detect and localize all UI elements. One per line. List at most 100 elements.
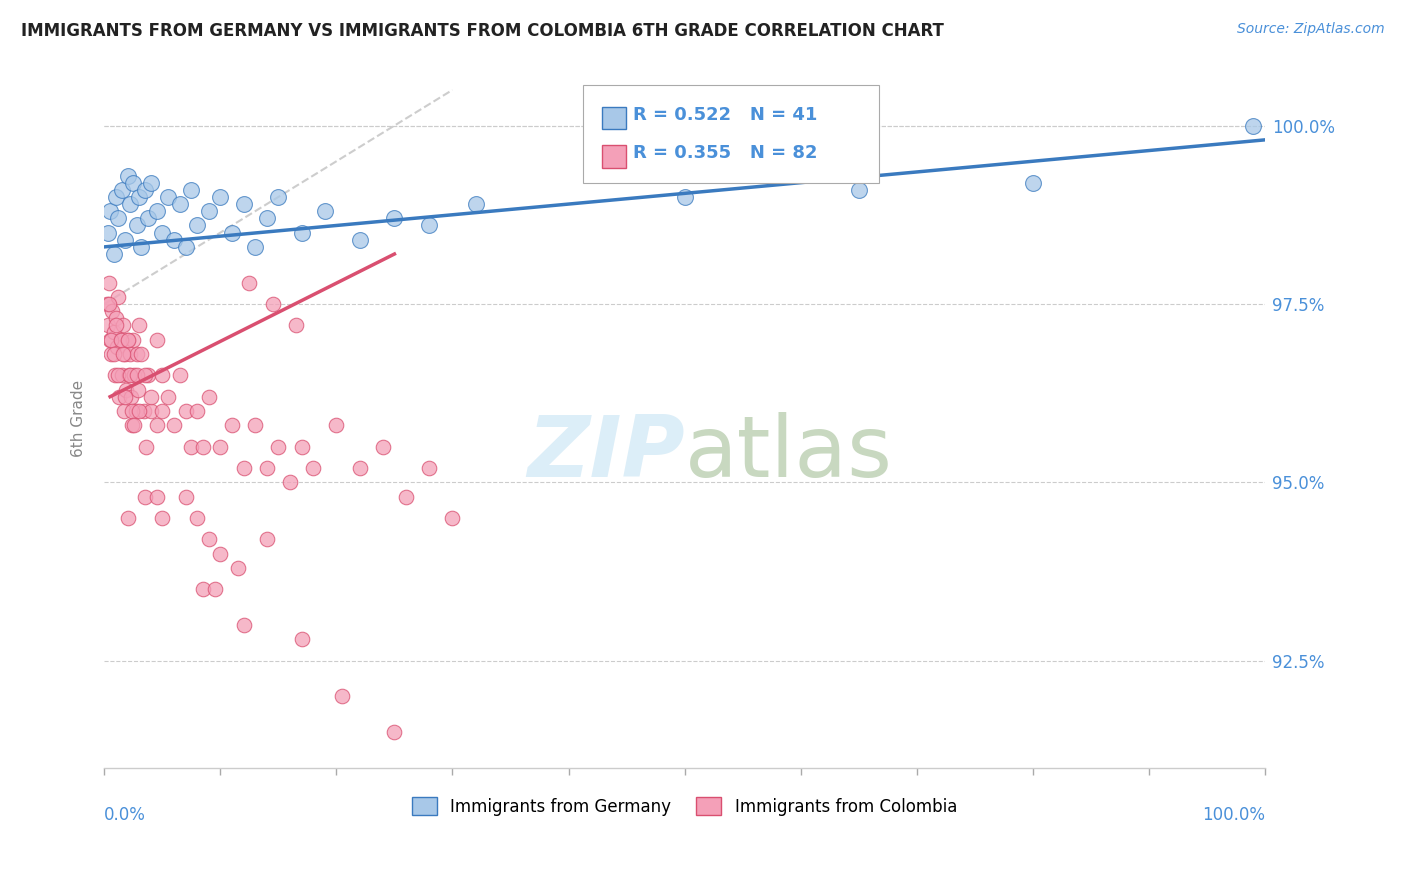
Text: R = 0.355   N = 82: R = 0.355 N = 82 <box>633 145 817 162</box>
Point <box>284 318 307 333</box>
Point <box>418 219 440 233</box>
Point <box>128 318 150 333</box>
Point <box>441 511 464 525</box>
Point <box>139 404 162 418</box>
Point <box>124 418 146 433</box>
Point <box>107 368 129 383</box>
Point <box>110 333 132 347</box>
Point <box>117 511 139 525</box>
Point <box>314 204 336 219</box>
Point <box>97 276 120 290</box>
Point <box>290 632 312 647</box>
Point <box>349 233 371 247</box>
Point <box>157 190 180 204</box>
Point <box>174 404 197 418</box>
Point <box>118 197 141 211</box>
Point <box>117 169 139 183</box>
Point <box>169 368 191 383</box>
Point <box>290 440 312 454</box>
Point <box>132 404 155 418</box>
Point <box>150 404 173 418</box>
Point <box>100 347 122 361</box>
Point <box>111 347 134 361</box>
Point <box>138 368 160 383</box>
Point <box>150 511 173 525</box>
Point <box>96 297 118 311</box>
Point <box>174 240 197 254</box>
Point <box>180 183 202 197</box>
Point <box>848 183 870 197</box>
Text: 100.0%: 100.0% <box>1202 806 1265 824</box>
Point <box>330 690 353 704</box>
Point <box>371 440 394 454</box>
Point <box>97 226 120 240</box>
Point <box>103 326 125 340</box>
Point <box>124 368 146 383</box>
Point <box>1022 176 1045 190</box>
Point <box>290 226 312 240</box>
Point <box>97 297 120 311</box>
Point <box>139 390 162 404</box>
Point <box>125 368 148 383</box>
Text: ZIP: ZIP <box>527 411 685 494</box>
Point <box>157 390 180 404</box>
Point <box>221 418 243 433</box>
Point <box>204 582 226 597</box>
Point <box>117 333 139 347</box>
Text: Source: ZipAtlas.com: Source: ZipAtlas.com <box>1237 22 1385 37</box>
Point <box>110 333 132 347</box>
Point <box>262 297 284 311</box>
Point <box>169 197 191 211</box>
Point <box>197 204 219 219</box>
Point <box>114 233 136 247</box>
Point <box>163 418 186 433</box>
Text: atlas: atlas <box>685 411 893 494</box>
Point <box>103 347 125 361</box>
Point <box>267 440 290 454</box>
Point <box>256 533 278 547</box>
Point <box>209 547 232 561</box>
Point <box>243 418 266 433</box>
Point <box>111 318 134 333</box>
Point <box>134 183 156 197</box>
Point <box>131 347 153 361</box>
Point <box>197 533 219 547</box>
Point <box>107 211 129 226</box>
Point <box>1241 119 1264 133</box>
Point <box>209 190 232 204</box>
Point <box>100 333 122 347</box>
Point <box>134 368 156 383</box>
Point <box>118 347 141 361</box>
Point <box>111 183 134 197</box>
Point <box>127 383 149 397</box>
Point <box>98 204 121 219</box>
Point <box>150 368 173 383</box>
Point <box>267 190 290 204</box>
Point <box>395 490 418 504</box>
Point <box>238 276 260 290</box>
Point <box>145 333 167 347</box>
Point <box>138 211 160 226</box>
Point <box>112 404 135 418</box>
Point <box>128 190 150 204</box>
Point <box>191 440 214 454</box>
Point <box>145 490 167 504</box>
Point <box>197 390 219 404</box>
Point <box>418 461 440 475</box>
Point <box>384 211 406 226</box>
Point <box>125 347 148 361</box>
Point <box>125 219 148 233</box>
Point <box>232 197 254 211</box>
Point <box>673 190 696 204</box>
Point <box>105 340 128 354</box>
Point <box>121 418 143 433</box>
Point <box>174 490 197 504</box>
Point <box>120 390 142 404</box>
Point <box>131 240 153 254</box>
Point <box>118 368 141 383</box>
Point <box>121 404 143 418</box>
Point <box>191 582 214 597</box>
Text: 0.0%: 0.0% <box>104 806 146 824</box>
Point <box>104 318 127 333</box>
Point <box>349 461 371 475</box>
